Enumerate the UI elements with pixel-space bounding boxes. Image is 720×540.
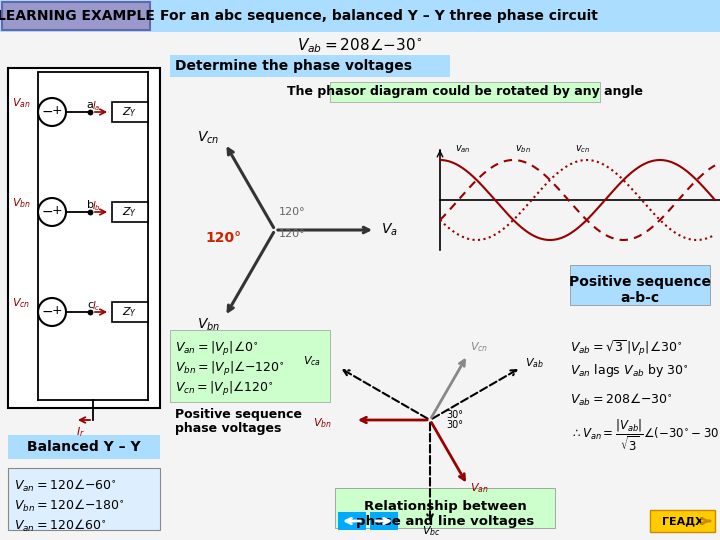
Text: $V_{bn}$: $V_{bn}$ bbox=[197, 316, 220, 333]
Text: $V_{an}\ \mathrm{lags}\ V_{ab}\ \mathrm{by}\ 30^{\circ}$: $V_{an}\ \mathrm{lags}\ V_{ab}\ \mathrm{… bbox=[570, 362, 689, 379]
Text: The phasor diagram could be rotated by any angle: The phasor diagram could be rotated by a… bbox=[287, 85, 643, 98]
Bar bbox=[170, 330, 330, 402]
Text: $V_{bc}$: $V_{bc}$ bbox=[422, 524, 441, 538]
Text: $Z_Y$: $Z_Y$ bbox=[122, 205, 138, 219]
Text: $V_{ca}$: $V_{ca}$ bbox=[303, 355, 321, 368]
Text: $V_{an}$: $V_{an}$ bbox=[470, 481, 490, 495]
Bar bbox=[8, 468, 160, 530]
Circle shape bbox=[38, 298, 66, 326]
Bar bbox=[335, 488, 555, 528]
Text: Relationship between
phase and line voltages: Relationship between phase and line volt… bbox=[356, 500, 534, 528]
Bar bbox=[570, 265, 710, 305]
Text: $v_{bn}$: $v_{bn}$ bbox=[515, 143, 531, 155]
Text: $V_{cn}$: $V_{cn}$ bbox=[12, 296, 30, 310]
Text: Determine the phase voltages: Determine the phase voltages bbox=[175, 59, 412, 73]
Text: $V_{cn}=|V_p|\angle{120^{\circ}}$: $V_{cn}=|V_p|\angle{120^{\circ}}$ bbox=[175, 380, 274, 398]
Text: $Z_Y$: $Z_Y$ bbox=[122, 105, 138, 119]
Text: $V_{bn}$: $V_{bn}$ bbox=[313, 416, 332, 430]
Text: $I_c$: $I_c$ bbox=[91, 299, 100, 313]
Text: $I_r$: $I_r$ bbox=[76, 425, 84, 439]
Text: For an abc sequence, balanced Y – Y three phase circuit: For an abc sequence, balanced Y – Y thre… bbox=[160, 9, 598, 23]
Text: ГЕАДХ: ГЕАДХ bbox=[662, 516, 704, 526]
Text: +: + bbox=[52, 205, 63, 218]
Bar bbox=[650, 510, 715, 532]
Text: 120°: 120° bbox=[279, 229, 305, 239]
Text: −: − bbox=[41, 205, 53, 219]
Text: 120°: 120° bbox=[205, 231, 241, 245]
Text: 120°: 120° bbox=[279, 207, 305, 217]
Text: $I_b$: $I_b$ bbox=[91, 199, 100, 213]
Bar bbox=[170, 55, 450, 77]
Text: $V_{cn}$: $V_{cn}$ bbox=[197, 129, 220, 146]
Text: $V_{bn}=|V_p|\angle{-120^{\circ}}$: $V_{bn}=|V_p|\angle{-120^{\circ}}$ bbox=[175, 360, 285, 378]
Bar bbox=[112, 102, 148, 122]
Text: $\therefore V_{an}=\dfrac{|V_{ab}|}{\sqrt{3}}\angle(-30^{\circ}-30^{\circ})$: $\therefore V_{an}=\dfrac{|V_{ab}|}{\sqr… bbox=[570, 418, 720, 454]
Text: $V_{bn}=120\angle{-180^{\circ}}$: $V_{bn}=120\angle{-180^{\circ}}$ bbox=[14, 498, 125, 514]
Text: a: a bbox=[86, 100, 94, 110]
Text: $V_{bn}$: $V_{bn}$ bbox=[12, 196, 31, 210]
Text: $V_{an}=|V_p|\angle0^{\circ}$: $V_{an}=|V_p|\angle0^{\circ}$ bbox=[175, 340, 258, 358]
Bar bbox=[338, 512, 366, 530]
Text: Balanced Y – Y: Balanced Y – Y bbox=[27, 440, 141, 454]
Text: $v_{cn}$: $v_{cn}$ bbox=[575, 143, 590, 155]
Text: phase voltages: phase voltages bbox=[175, 422, 282, 435]
Bar bbox=[8, 68, 160, 408]
Text: LEARNING EXAMPLE: LEARNING EXAMPLE bbox=[0, 9, 155, 23]
Bar bbox=[330, 82, 600, 102]
Text: $V_{cn}$: $V_{cn}$ bbox=[469, 340, 487, 354]
Text: $I_a$: $I_a$ bbox=[91, 99, 100, 113]
Bar bbox=[8, 435, 160, 459]
Circle shape bbox=[38, 198, 66, 226]
Text: $V_{an}$: $V_{an}$ bbox=[12, 96, 31, 110]
Text: $Z_Y$: $Z_Y$ bbox=[122, 305, 138, 319]
Bar bbox=[2, 2, 150, 30]
Bar bbox=[112, 302, 148, 322]
Text: $V_{an}=120\angle{60^{\circ}}$: $V_{an}=120\angle{60^{\circ}}$ bbox=[14, 518, 107, 534]
Text: 30°: 30° bbox=[446, 410, 463, 420]
Text: $V_{ab}=208\angle{-30^{\circ}}$: $V_{ab}=208\angle{-30^{\circ}}$ bbox=[570, 392, 672, 408]
Text: $V_{ab}=\sqrt{3}\,|V_p|\angle30^{\circ}$: $V_{ab}=\sqrt{3}\,|V_p|\angle30^{\circ}$ bbox=[570, 338, 683, 357]
Text: −: − bbox=[41, 105, 53, 119]
Text: $V_{ab}=208\angle{-30^{\circ}}$: $V_{ab}=208\angle{-30^{\circ}}$ bbox=[297, 37, 423, 56]
Circle shape bbox=[38, 98, 66, 126]
Text: $V_a$: $V_a$ bbox=[381, 222, 398, 238]
Bar bbox=[370, 512, 398, 530]
Bar bbox=[112, 202, 148, 222]
Text: $V_{an}=120\angle{-60^{\circ}}$: $V_{an}=120\angle{-60^{\circ}}$ bbox=[14, 478, 117, 494]
Text: $v_{an}$: $v_{an}$ bbox=[455, 143, 471, 155]
Text: $V_{ab}$: $V_{ab}$ bbox=[525, 356, 544, 370]
Text: Positive sequence
a-b-c: Positive sequence a-b-c bbox=[569, 275, 711, 305]
Text: c: c bbox=[87, 300, 93, 310]
Bar bbox=[0, 0, 720, 32]
Text: +: + bbox=[52, 305, 63, 318]
Text: −: − bbox=[41, 305, 53, 319]
Text: 30°: 30° bbox=[446, 420, 463, 430]
Text: +: + bbox=[52, 105, 63, 118]
Text: b: b bbox=[86, 200, 94, 210]
Text: Positive sequence: Positive sequence bbox=[175, 408, 302, 421]
